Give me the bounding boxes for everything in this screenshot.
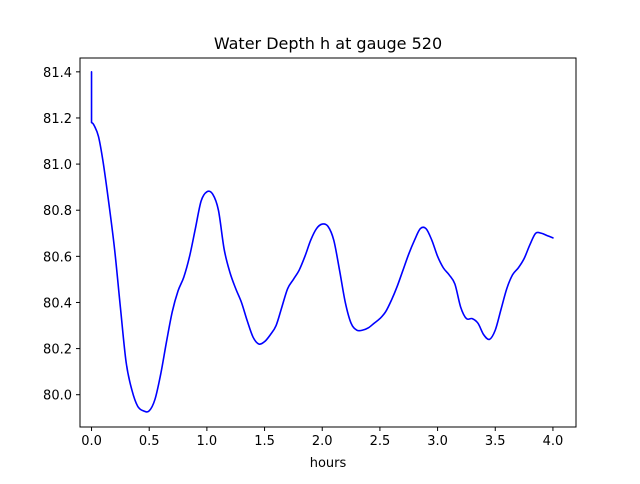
y-axis-ticks: 80.0 80.2 80.4 80.6 80.8 81.0 81.2 81.4	[43, 66, 80, 404]
x-axis-ticks: 0.0 0.5 1.0 1.5 2.0 2.5 3.0 3.5 4.0	[81, 427, 563, 449]
y-tick-label: 80.8	[43, 204, 72, 219]
y-tick-label: 81.2	[43, 112, 72, 127]
x-tick-label: 0.0	[81, 434, 102, 449]
y-tick-label: 80.6	[43, 250, 72, 265]
x-tick-label: 2.0	[312, 434, 333, 449]
x-tick-label: 1.5	[254, 434, 275, 449]
y-tick-label: 80.2	[43, 343, 72, 358]
x-tick-label: 3.0	[427, 434, 448, 449]
x-tick-label: 4.0	[543, 434, 564, 449]
y-tick-label: 81.0	[43, 158, 72, 173]
x-axis-label: hours	[310, 456, 347, 471]
x-tick-label: 2.5	[370, 434, 391, 449]
plot-area-frame	[79, 57, 577, 428]
y-tick-label: 80.4	[43, 296, 72, 311]
x-tick-label: 3.5	[485, 434, 506, 449]
x-tick-label: 1.0	[197, 434, 218, 449]
series-line	[90, 71, 554, 413]
x-tick-label: 0.5	[139, 434, 160, 449]
y-tick-label: 80.0	[43, 389, 72, 404]
chart-title: Water Depth h at gauge 520	[214, 34, 442, 53]
y-tick-label: 81.4	[43, 66, 72, 81]
